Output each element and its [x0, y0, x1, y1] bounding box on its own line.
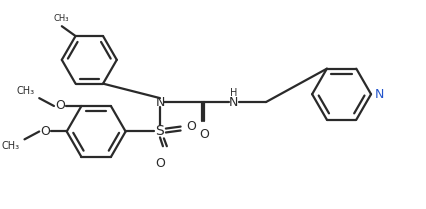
Text: CH₃: CH₃ [16, 86, 34, 96]
Text: N: N [155, 96, 164, 108]
Text: O: O [40, 125, 50, 138]
Text: CH₃: CH₃ [1, 141, 20, 151]
Text: CH₃: CH₃ [53, 14, 69, 23]
Text: O: O [155, 157, 164, 170]
Text: O: O [55, 99, 65, 112]
Text: N: N [374, 88, 383, 101]
Text: S: S [155, 125, 164, 139]
Text: N: N [228, 96, 238, 108]
Text: O: O [199, 127, 209, 141]
Text: O: O [186, 120, 196, 133]
Text: H: H [229, 88, 237, 98]
